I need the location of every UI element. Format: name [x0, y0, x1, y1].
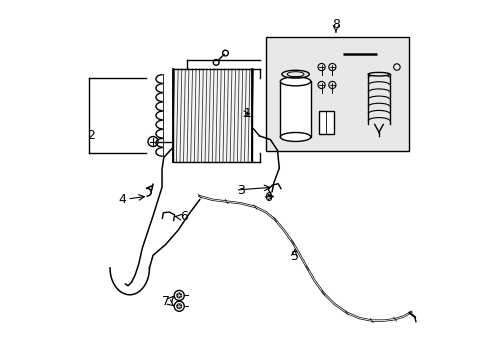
Text: 6: 6: [180, 211, 188, 224]
Bar: [265, 37, 408, 151]
Text: 8: 8: [331, 18, 339, 31]
Text: 5: 5: [290, 249, 298, 262]
Bar: [280, 81, 310, 137]
Circle shape: [177, 304, 181, 309]
Text: 3: 3: [237, 184, 244, 197]
Text: 6: 6: [264, 191, 271, 204]
Circle shape: [177, 293, 181, 298]
Bar: [319, 111, 333, 134]
Bar: [172, 69, 251, 162]
Ellipse shape: [367, 72, 389, 76]
Text: 4: 4: [118, 193, 125, 206]
Ellipse shape: [280, 77, 310, 86]
Text: 1: 1: [244, 107, 251, 120]
Text: 7: 7: [162, 295, 170, 308]
Text: 2: 2: [87, 129, 95, 142]
Ellipse shape: [280, 132, 310, 141]
